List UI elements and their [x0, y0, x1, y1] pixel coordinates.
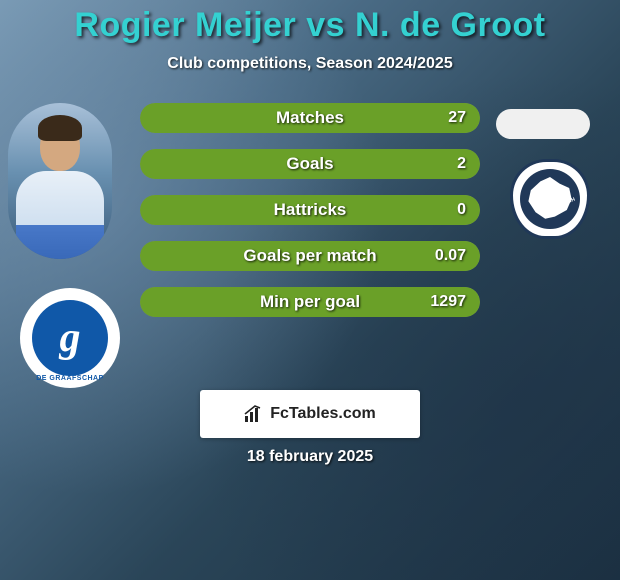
club1-logo: g DE GRAAFSCHAP	[20, 288, 120, 388]
stat-bars: Matches27 Goals2 Hattricks0 Goals per match…	[140, 103, 480, 333]
stat-bar-row: Goals per match0.07	[140, 241, 480, 271]
date-label: 18 february 2025	[0, 448, 620, 466]
stat-bar-value: 1297	[430, 287, 466, 317]
chart-icon	[244, 405, 264, 423]
content-root: Rogier Meijer vs N. de Groot Club compet…	[0, 0, 620, 580]
stat-bar-label: Min per goal	[140, 287, 480, 317]
stat-bar-value: 27	[448, 103, 466, 133]
player1-hair	[38, 115, 82, 141]
watermark: FcTables.com	[200, 390, 420, 438]
club1-ring-text: DE GRAAFSCHAP	[20, 375, 120, 382]
stat-bar-label: Goals	[140, 149, 480, 179]
watermark-text: FcTables.com	[270, 405, 376, 423]
stat-bar-row: Hattricks0	[140, 195, 480, 225]
player1-jersey	[16, 171, 104, 259]
club2-core: FC DEN BOSCH	[520, 169, 580, 229]
main-area: g DE GRAAFSCHAP FC DEN BOSCH Matches27Go…	[0, 103, 620, 363]
club1-inner-circle: g	[32, 300, 108, 376]
stat-bar-row: Matches27	[140, 103, 480, 133]
player1-photo	[8, 103, 112, 259]
stat-bar-label: Goals per match	[140, 241, 480, 271]
stat-bar-value: 0.07	[435, 241, 466, 271]
player2-photo	[496, 109, 590, 139]
page-subtitle: Club competitions, Season 2024/2025	[0, 55, 620, 73]
stat-bar-value: 0	[457, 195, 466, 225]
stat-bar-row: Min per goal1297	[140, 287, 480, 317]
club1-letter: g	[60, 314, 81, 362]
page-title: Rogier Meijer vs N. de Groot	[0, 6, 620, 45]
stat-bar-value: 2	[457, 149, 466, 179]
stat-bar-row: Goals2	[140, 149, 480, 179]
stat-bar-label: Matches	[140, 103, 480, 133]
stat-bar-label: Hattricks	[140, 195, 480, 225]
club2-logo: FC DEN BOSCH	[510, 159, 590, 239]
